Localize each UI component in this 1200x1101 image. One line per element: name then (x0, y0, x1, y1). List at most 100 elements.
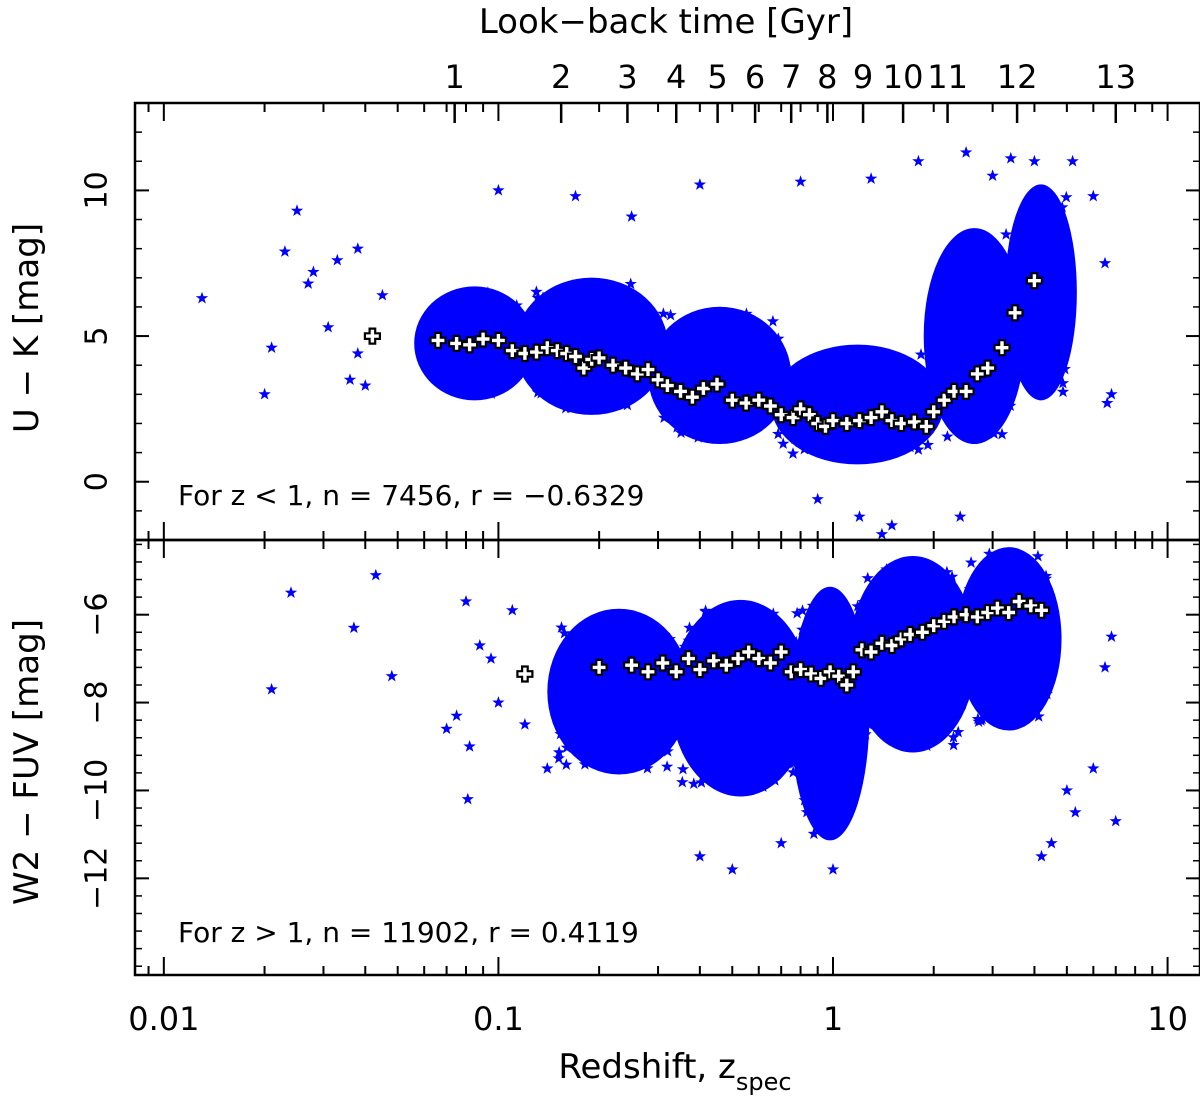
scatter-point (794, 702, 807, 714)
scatter-point (1025, 559, 1038, 571)
scatter-point (1031, 313, 1044, 326)
scatter-point (945, 570, 959, 583)
scatter-point (1066, 154, 1079, 167)
scatter-point (440, 722, 453, 735)
scatter-point (952, 725, 965, 738)
scatter-point (487, 347, 500, 359)
median-marker (873, 634, 891, 652)
scatter-point (552, 745, 566, 758)
scatter-point (742, 732, 756, 745)
scatter-point (963, 593, 976, 605)
median-marker (850, 412, 869, 430)
scatter-point (692, 431, 705, 443)
scatter-point (740, 307, 753, 320)
median-marker (750, 649, 768, 668)
y-tick-label: −12 (80, 847, 115, 910)
scatter-point (435, 297, 448, 310)
scatter-point (376, 288, 389, 301)
scatter-point (796, 393, 810, 406)
scatter-point (775, 709, 788, 722)
scatter-point (331, 253, 344, 266)
median-marker (461, 336, 479, 354)
scatter-point (954, 510, 967, 522)
scatter-point (954, 407, 967, 420)
scatter-point (800, 805, 814, 818)
scatter-point (897, 399, 911, 412)
scatter-point (875, 527, 889, 540)
scatter-point (854, 350, 867, 363)
scatter-point (676, 775, 689, 788)
scatter-point (821, 809, 835, 822)
median-marker (474, 330, 492, 348)
scatter-point (855, 626, 868, 639)
scatter-point (907, 608, 921, 621)
scatter-point (918, 727, 931, 740)
scatter-point (914, 348, 928, 360)
scatter-point (569, 189, 582, 202)
scatter-point (730, 775, 743, 788)
median-marker (892, 414, 910, 433)
scatter-point (727, 381, 740, 393)
scatter-point (828, 778, 841, 791)
scatter-point (639, 326, 652, 338)
scatter-point (890, 358, 903, 370)
scatter-point (343, 373, 357, 386)
scatter-point (369, 568, 382, 581)
top-axis-tick-label: 5 (707, 58, 727, 96)
scatter-point (828, 348, 842, 361)
scatter-point (679, 317, 692, 330)
scatter-point (351, 242, 364, 254)
scatter-point (1045, 240, 1058, 252)
scatter-point (896, 659, 909, 672)
scatter-point (265, 682, 278, 695)
scatter-point (472, 301, 485, 314)
scatter-point (722, 417, 735, 429)
scatter-point (1044, 657, 1057, 670)
scatter-point (730, 353, 743, 366)
scatter-point (615, 336, 628, 349)
scatter-point (654, 349, 668, 362)
median-marker (935, 391, 953, 409)
scatter-point (820, 697, 833, 710)
scatter-point (954, 232, 967, 245)
scatter-point (687, 777, 700, 790)
scatter-point (322, 320, 335, 333)
scatter-point (791, 421, 804, 434)
median-marker (723, 391, 741, 409)
scatter-point (975, 692, 989, 704)
scatter-point (863, 688, 877, 701)
scatter-point (461, 298, 475, 311)
scatter-point (657, 411, 671, 424)
scatter-point (566, 279, 579, 291)
scatter-point (677, 672, 690, 685)
scatter-point (847, 686, 860, 698)
scatter-point (775, 665, 788, 677)
scatter-point (829, 595, 842, 608)
scatter-point (796, 623, 809, 635)
scatter-point (842, 446, 856, 458)
scatter-point (582, 671, 595, 683)
scatter-point (880, 563, 893, 575)
scatter-point (660, 760, 674, 772)
scatter-point (985, 334, 999, 347)
scatter-point (920, 561, 933, 573)
scatter-point (1040, 301, 1053, 314)
median-marker (363, 327, 381, 345)
scatter-point (709, 645, 722, 658)
scatter-point (1041, 307, 1054, 320)
scatter-point (848, 353, 862, 365)
scatter-point (1056, 385, 1070, 398)
median-marker (1025, 272, 1044, 290)
scatter-point (750, 703, 763, 716)
top-axis-tick-label: 7 (781, 58, 801, 96)
scatter-point (947, 738, 960, 751)
median-marker (538, 339, 556, 357)
scatter-point (939, 266, 952, 278)
scatter-point (847, 382, 860, 394)
scatter-point (768, 774, 782, 786)
x-axis-title: Redshift, zspec (558, 1047, 791, 1096)
scatter-point (808, 773, 821, 786)
scatter-point (798, 442, 811, 455)
scatter-point (693, 178, 707, 190)
scatter-point (1010, 646, 1023, 659)
